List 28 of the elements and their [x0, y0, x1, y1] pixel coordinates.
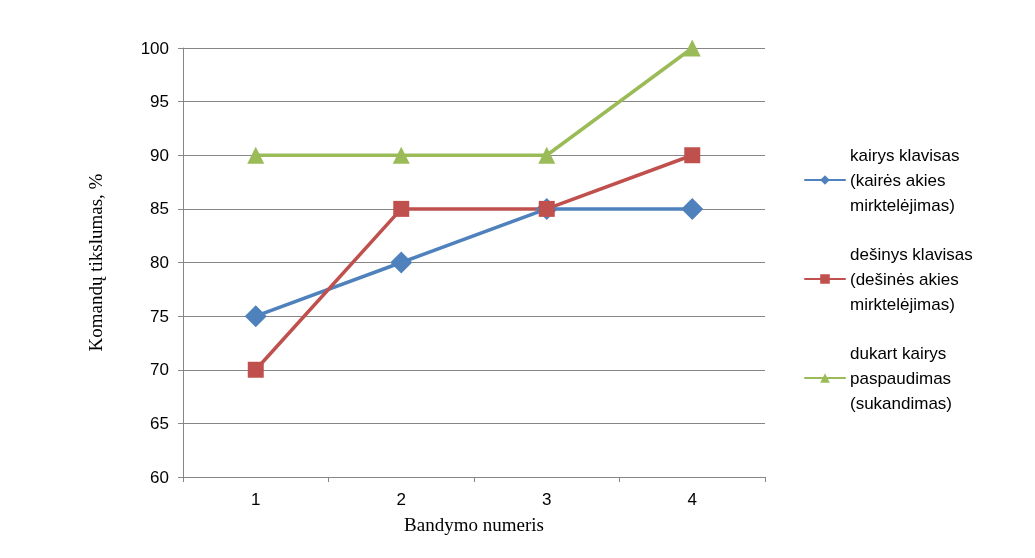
point — [247, 146, 265, 164]
point — [538, 146, 556, 164]
y-tick-label: 70 — [150, 360, 169, 380]
point — [681, 197, 704, 220]
legend-label: kairys klavisas (kairės akies mirktelėjimas) — [850, 145, 965, 215]
x-axis-title: Bandymo numeris — [404, 514, 544, 535]
x-tick-label: 1 — [251, 490, 261, 509]
y-tick-label: 60 — [150, 467, 169, 487]
point — [393, 200, 410, 217]
y-tick-label: 95 — [150, 92, 169, 112]
y-tick-label: 100 — [140, 38, 169, 58]
point — [392, 146, 410, 164]
y-tick-label: 65 — [150, 413, 169, 433]
point — [684, 147, 701, 164]
x-tick-label: 4 — [687, 490, 697, 509]
point — [683, 39, 701, 57]
x-tick-label: 2 — [396, 490, 406, 509]
point — [390, 251, 413, 274]
legend-label: dukart kairys paspaudimas (sukandimas) — [850, 343, 956, 413]
y-tick-label: 85 — [150, 199, 169, 219]
point — [244, 305, 267, 328]
legend-label: dešinys klavisas (dešinės akies mirktelėjimas) — [850, 244, 978, 314]
y-tick-label: 90 — [150, 145, 169, 165]
y-axis-title: Komandų tikslumas, % — [85, 173, 106, 352]
point — [247, 361, 264, 378]
x-tick-label: 3 — [542, 490, 552, 509]
y-tick-label: 80 — [150, 253, 169, 272]
y-tick-label: 75 — [150, 306, 169, 326]
